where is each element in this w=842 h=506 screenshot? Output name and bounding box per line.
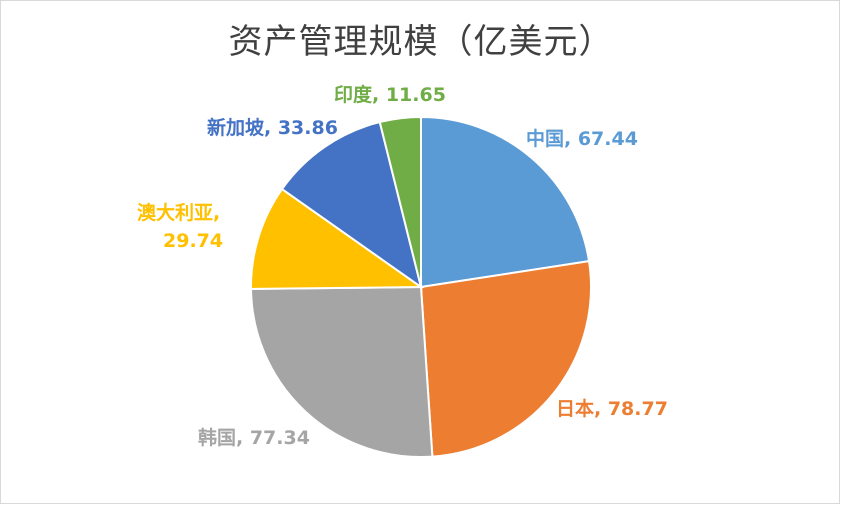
data-label-china: 中国, 67.44 bbox=[526, 127, 638, 150]
data-label-australia-line1: 澳大利亚, bbox=[137, 201, 220, 224]
data-label-india: 印度, 11.65 bbox=[334, 83, 446, 106]
pie-slice-australia bbox=[250, 187, 425, 290]
data-label-singapore: 新加坡, 33.86 bbox=[207, 116, 338, 139]
pie-slice-china bbox=[420, 115, 591, 289]
pie-slice-singapore bbox=[280, 120, 423, 290]
data-label-korea: 韩国, 77.34 bbox=[198, 426, 310, 449]
data-label-australia-line2: 29.74 bbox=[163, 230, 223, 252]
data-label-japan: 日本, 78.77 bbox=[556, 397, 668, 420]
pie-slice-japan bbox=[419, 260, 592, 458]
pie-slice-korea bbox=[249, 285, 434, 458]
pie-slice-india bbox=[378, 115, 422, 288]
chart-title: 资产管理规模（亿美元） bbox=[228, 22, 614, 62]
